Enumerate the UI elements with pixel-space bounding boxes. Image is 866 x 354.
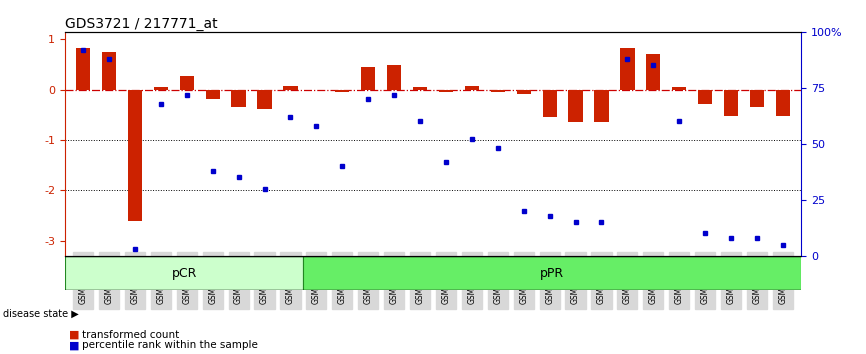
Text: transformed count: transformed count	[82, 330, 179, 339]
Bar	[205, 90, 220, 99]
Bar	[413, 87, 427, 90]
Bar	[517, 90, 531, 94]
Bar	[65, 256, 303, 290]
Bar	[568, 90, 583, 122]
Bar	[76, 48, 90, 90]
Bar	[257, 90, 272, 109]
Bar	[594, 90, 609, 122]
Bar	[128, 90, 142, 221]
Bar	[387, 64, 401, 90]
Bar	[672, 87, 687, 90]
Text: ■: ■	[69, 330, 80, 339]
Bar	[620, 48, 635, 90]
Bar	[439, 90, 453, 92]
Text: disease state ▶: disease state ▶	[3, 308, 78, 318]
Bar	[303, 256, 801, 290]
Text: GDS3721 / 217771_at: GDS3721 / 217771_at	[65, 17, 217, 31]
Bar	[776, 90, 790, 116]
Text: percentile rank within the sample: percentile rank within the sample	[82, 340, 258, 350]
Bar	[283, 86, 298, 90]
Bar	[465, 86, 479, 90]
Bar	[231, 90, 246, 107]
Text: ■: ■	[69, 340, 80, 350]
Text: pCR: pCR	[171, 267, 197, 280]
Bar	[335, 90, 349, 92]
Bar	[542, 90, 557, 118]
Bar	[724, 90, 738, 116]
Bar	[491, 90, 505, 92]
Bar	[646, 53, 661, 90]
Bar	[179, 76, 194, 90]
Bar	[750, 90, 764, 107]
Bar	[698, 90, 712, 104]
Bar	[154, 87, 168, 90]
Text: pPR: pPR	[540, 267, 565, 280]
Bar	[102, 52, 116, 90]
Bar	[361, 67, 375, 90]
